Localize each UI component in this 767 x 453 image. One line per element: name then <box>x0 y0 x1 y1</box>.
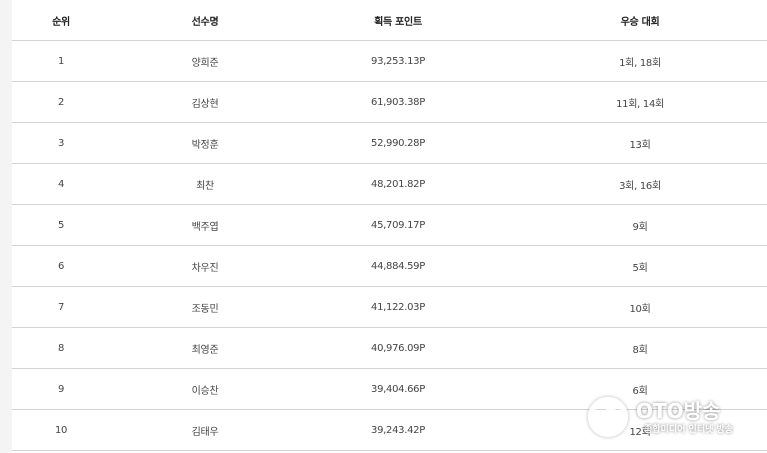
table-row: 4 최찬 48,201.82P 3회, 16회 <box>12 164 767 205</box>
rank-cell: 3 <box>57 137 65 149</box>
table-row: 5 백주엽 45,709.17P 9회 <box>12 205 767 246</box>
table-row: 3 박정훈 52,990.28P 13회 <box>12 123 767 164</box>
points-cell: 52,990.28P <box>371 137 425 149</box>
wins-cell: 10회 <box>629 303 651 315</box>
header-rank: 순위 <box>52 16 70 28</box>
points-cell: 48,201.82P <box>371 178 425 190</box>
table-row: 10 김태우 39,243.42P 12회 <box>12 410 767 451</box>
header-player-name: 선수명 <box>191 16 219 28</box>
player-name-cell: 양희준 <box>191 57 219 69</box>
header-wins: 우승 대회 <box>620 16 660 28</box>
rank-cell: 8 <box>57 342 65 354</box>
points-cell: 93,253.13P <box>371 55 425 67</box>
points-cell: 39,243.42P <box>371 424 425 436</box>
rank-cell: 2 <box>57 96 65 108</box>
rank-cell: 6 <box>57 260 65 272</box>
points-cell: 41,122.03P <box>371 301 425 313</box>
wins-cell: 6회 <box>632 385 648 397</box>
rank-cell: 9 <box>57 383 65 395</box>
rank-cell: 10 <box>54 424 68 436</box>
rank-cell: 4 <box>57 178 65 190</box>
table-row: 7 조동민 41,122.03P 10회 <box>12 287 767 328</box>
wins-cell: 1회, 18회 <box>619 57 661 69</box>
rank-cell: 5 <box>57 219 65 231</box>
wins-cell: 9회 <box>632 221 648 233</box>
header-points: 획득 포인트 <box>374 16 422 28</box>
points-cell: 40,976.09P <box>371 342 425 354</box>
ranking-table: 순위 선수명 획득 포인트 우승 대회 1 양희준 93,253.13P 1회, 18… <box>12 0 767 453</box>
player-name-cell: 차우진 <box>191 262 219 274</box>
player-name-cell: 김태우 <box>191 426 219 438</box>
player-name-cell: 최영준 <box>191 344 219 356</box>
table-row: 2 김상현 61,903.38P 11회, 14회 <box>12 82 767 123</box>
wins-cell: 13회 <box>629 139 651 151</box>
points-cell: 44,884.59P <box>371 260 425 272</box>
wins-cell: 5회 <box>632 262 648 274</box>
wins-cell: 3회, 16회 <box>619 180 661 192</box>
rank-cell: 1 <box>57 55 65 67</box>
player-name-cell: 김상현 <box>191 98 219 110</box>
table-header: 순위 선수명 획득 포인트 우승 대회 <box>12 0 767 41</box>
player-name-cell: 최찬 <box>196 180 214 192</box>
rank-cell: 7 <box>57 301 65 313</box>
table-row: 1 양희준 93,253.13P 1회, 18회 <box>12 41 767 82</box>
player-name-cell: 이승찬 <box>191 385 219 397</box>
points-cell: 39,404.66P <box>371 383 425 395</box>
table-row: 6 차우진 44,884.59P 5회 <box>12 246 767 287</box>
table-row: 9 이승찬 39,404.66P 6회 <box>12 369 767 410</box>
wins-cell: 11회, 14회 <box>616 98 664 110</box>
player-name-cell: 박정훈 <box>191 139 219 151</box>
wins-cell: 12회 <box>629 426 651 438</box>
points-cell: 45,709.17P <box>371 219 425 231</box>
player-name-cell: 조동민 <box>191 303 219 315</box>
wins-cell: 8회 <box>632 344 648 356</box>
table-row: 8 최영준 40,976.09P 8회 <box>12 328 767 369</box>
player-name-cell: 백주엽 <box>191 221 219 233</box>
points-cell: 61,903.38P <box>371 96 425 108</box>
